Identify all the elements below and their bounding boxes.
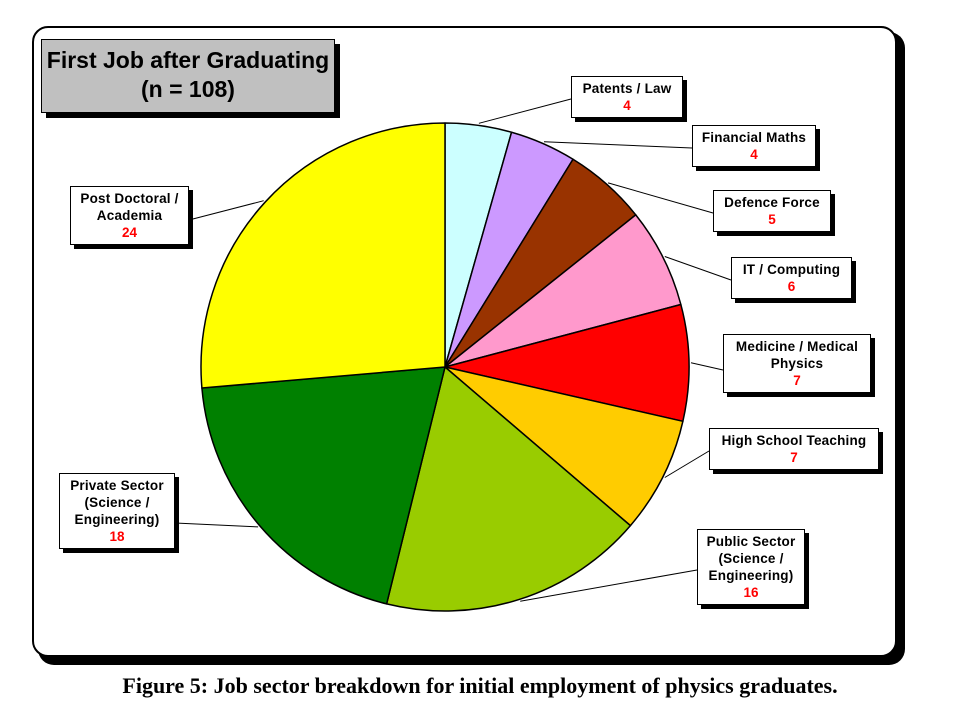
slice-label-name: Private Sector bbox=[70, 478, 164, 493]
pie-slice bbox=[444, 303, 690, 423]
leader-line bbox=[690, 362, 724, 371]
slice-label: Public Sector (Science / Engineering) 16 bbox=[697, 529, 805, 605]
slice-label: Post Doctoral / Academia 24 bbox=[70, 186, 189, 245]
slice-label: Private Sector (Science / Engineering) 18 bbox=[59, 473, 175, 549]
chart-title-box: First Job after Graduating (n = 108) bbox=[41, 39, 335, 113]
pie-slice bbox=[385, 366, 632, 612]
pie-slice bbox=[201, 366, 446, 605]
slice-label-value: 7 bbox=[793, 373, 801, 388]
chart-title: First Job after Graduating bbox=[46, 47, 330, 73]
slice-label-value: 5 bbox=[768, 212, 776, 227]
pie-slice bbox=[200, 122, 446, 389]
figure-caption: Figure 5: Job sector breakdown for initi… bbox=[122, 673, 838, 698]
slice-label-value: 24 bbox=[121, 225, 138, 240]
slice-label-name: Patents / Law bbox=[582, 81, 672, 96]
slice-label: Financial Maths 4 bbox=[692, 125, 816, 167]
slice-label: Defence Force 5 bbox=[713, 190, 831, 232]
leader-line bbox=[664, 256, 732, 281]
leader-line bbox=[174, 522, 259, 528]
slice-label-value: 4 bbox=[750, 147, 758, 162]
slice-label-name: Defence Force bbox=[724, 195, 820, 210]
slice-label-name: High School Teaching bbox=[721, 433, 867, 448]
slice-label-value: 16 bbox=[743, 585, 759, 600]
slice-label-value: 6 bbox=[787, 279, 796, 294]
slice-label-name: Physics bbox=[770, 356, 824, 371]
slice-label-value: 4 bbox=[623, 98, 631, 113]
leader-line bbox=[188, 200, 264, 221]
leader-line bbox=[520, 569, 698, 602]
slice-label-name: Academia bbox=[96, 208, 163, 223]
leader-line bbox=[664, 450, 710, 478]
slice-label-name: Public Sector bbox=[706, 534, 796, 549]
slice-label-name: (Science / bbox=[718, 551, 784, 566]
leader-line bbox=[478, 98, 572, 124]
pie-slice bbox=[444, 366, 684, 527]
slice-label-name: Post Doctoral / bbox=[80, 191, 179, 206]
slice-label: Medicine / Medical Physics 7 bbox=[723, 334, 871, 393]
slice-label-name: IT / Computing bbox=[742, 262, 841, 277]
slice-label-name: Engineering) bbox=[708, 568, 794, 583]
slice-label: Patents / Law 4 bbox=[571, 76, 683, 118]
slice-label-name: Engineering) bbox=[74, 512, 160, 527]
slice-label-value: 7 bbox=[790, 450, 798, 465]
slice-label-name: Financial Maths bbox=[701, 130, 807, 145]
slice-label: IT / Computing 6 bbox=[731, 257, 852, 299]
leader-line bbox=[543, 141, 693, 149]
slice-label-name: (Science / bbox=[84, 495, 150, 510]
slice-label-value: 18 bbox=[109, 529, 125, 544]
slice-label: High School Teaching 7 bbox=[709, 428, 879, 470]
slice-label-name: Medicine / Medical bbox=[735, 339, 859, 354]
leader-line bbox=[607, 182, 714, 214]
chart-sample-size: (n = 108) bbox=[141, 76, 235, 102]
